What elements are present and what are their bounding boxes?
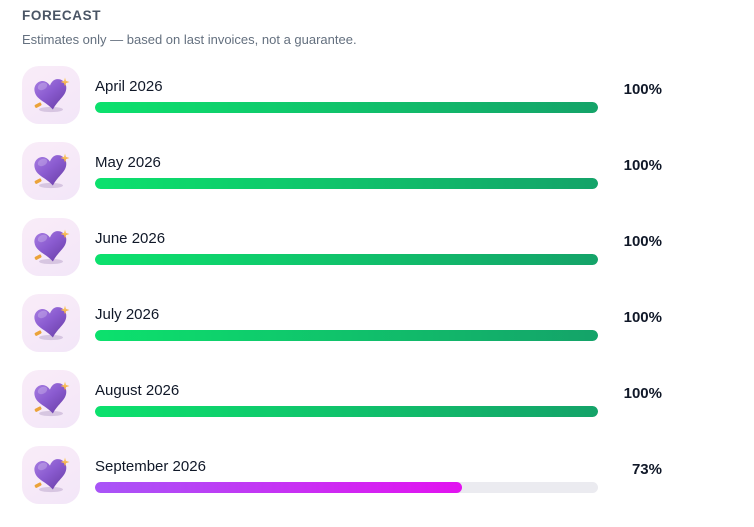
purple-heart-sparkle-icon (22, 370, 80, 428)
purple-heart-sparkle-icon (22, 446, 80, 504)
progress-bar (95, 177, 598, 189)
forecast-row-june: June 2026 100% (22, 209, 754, 285)
progress-fill (95, 481, 463, 493)
percent-value: 100% (623, 232, 662, 250)
forecast-row-may: May 2026 100% (22, 133, 754, 209)
progress-bar (95, 329, 598, 341)
purple-heart-sparkle-icon (22, 142, 80, 200)
month-label: April 2026 (95, 77, 163, 95)
percent-value: 100% (623, 384, 662, 402)
month-label: August 2026 (95, 381, 180, 399)
forecast-row-july: July 2026 100% (22, 285, 754, 361)
progress-fill (95, 329, 598, 341)
purple-heart-sparkle-icon (22, 218, 80, 276)
percent-value: 100% (623, 308, 662, 326)
progress-bar (95, 253, 598, 265)
month-label: May 2026 (95, 153, 161, 171)
progress-fill (95, 405, 598, 417)
percent-value: 73% (631, 460, 662, 478)
forecast-list: April 2026 100% May 2026 100% (22, 57, 754, 513)
month-label: June 2026 (95, 229, 166, 247)
month-label: September 2026 (95, 457, 206, 475)
progress-bar (95, 101, 598, 113)
progress-bar (95, 481, 598, 493)
progress-fill (95, 177, 598, 189)
progress-fill (95, 253, 598, 265)
forecast-row-september: September 2026 73% (22, 437, 754, 513)
purple-heart-sparkle-icon (22, 294, 80, 352)
percent-value: 100% (623, 80, 662, 98)
month-label: July 2026 (95, 305, 160, 323)
percent-value: 100% (623, 156, 662, 174)
page-subtitle: Estimates only — based on last invoices,… (22, 32, 357, 47)
progress-bar (95, 405, 598, 417)
purple-heart-sparkle-icon (22, 66, 80, 124)
forecast-row-august: August 2026 100% (22, 361, 754, 437)
forecast-row-april: April 2026 100% (22, 57, 754, 133)
progress-fill (95, 101, 598, 113)
page-title: FORECAST (22, 8, 102, 23)
